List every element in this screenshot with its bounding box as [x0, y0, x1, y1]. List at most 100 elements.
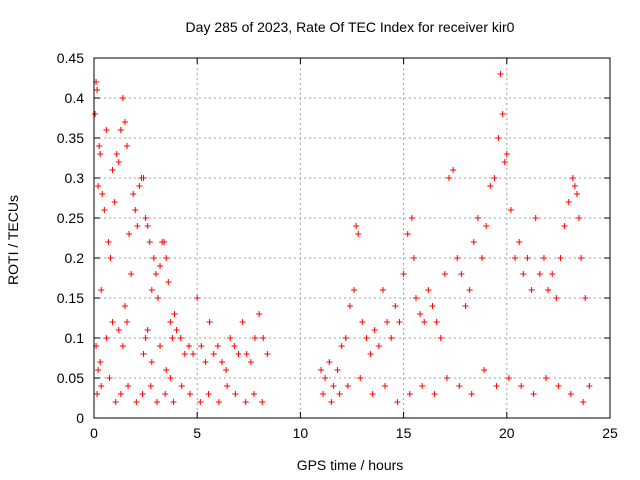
data-point: [119, 95, 126, 101]
data-point: [163, 255, 170, 261]
data-point: [178, 383, 185, 389]
data-point: [256, 311, 263, 317]
data-point: [140, 351, 147, 357]
x-axis-label: GPS time / hours: [297, 457, 404, 473]
data-point: [555, 383, 562, 389]
data-point: [121, 303, 128, 309]
y-axis-label: ROTI / TECUs: [5, 195, 21, 285]
data-point: [105, 239, 112, 245]
data-point: [128, 271, 135, 277]
data-point: [351, 287, 358, 293]
data-point: [392, 303, 399, 309]
data-point: [346, 303, 353, 309]
data-point: [540, 255, 547, 261]
data-point: [171, 311, 178, 317]
data-point: [121, 119, 128, 125]
y-tick-label: 0.3: [65, 170, 85, 186]
data-point: [251, 335, 258, 341]
data-point: [520, 271, 527, 277]
data-point: [112, 399, 119, 405]
data-point: [479, 255, 486, 261]
data-point: [518, 383, 525, 389]
data-point: [561, 223, 568, 229]
data-point: [117, 391, 124, 397]
data-point: [353, 223, 360, 229]
data-point: [458, 271, 465, 277]
data-point: [167, 319, 174, 325]
data-point: [394, 399, 401, 405]
data-point: [565, 199, 572, 205]
data-point: [98, 287, 105, 293]
data-point: [98, 383, 105, 389]
data-point: [363, 335, 370, 341]
data-point: [186, 391, 193, 397]
data-point: [379, 287, 386, 293]
plot-frame: [93, 57, 611, 419]
data-point: [101, 207, 108, 213]
data-point: [569, 175, 576, 181]
data-point: [336, 391, 343, 397]
data-point: [198, 343, 205, 349]
data-point: [162, 391, 169, 397]
data-point: [117, 127, 124, 133]
data-point: [103, 335, 110, 341]
data-point: [202, 359, 209, 365]
data-point: [232, 391, 239, 397]
data-point: [532, 215, 539, 221]
data-point: [181, 351, 188, 357]
data-point: [152, 271, 159, 277]
data-point: [578, 255, 585, 261]
data-point: [355, 231, 362, 237]
data-point: [396, 319, 403, 325]
data-point: [375, 343, 382, 349]
data-point: [454, 255, 461, 261]
data-point: [462, 303, 469, 309]
data-point: [133, 399, 140, 405]
data-point: [487, 183, 494, 189]
data-point: [144, 327, 151, 333]
data-point: [328, 399, 335, 405]
y-tick-label: 0.4: [65, 90, 85, 106]
data-point: [109, 319, 116, 325]
y-tick-label: 0.25: [57, 210, 84, 226]
data-point: [136, 183, 143, 189]
x-tick-label: 5: [193, 425, 201, 441]
data-point: [147, 383, 154, 389]
data-point: [576, 215, 583, 221]
data-point: [466, 287, 473, 293]
data-point: [334, 367, 341, 373]
data-point: [330, 383, 337, 389]
data-point: [456, 383, 463, 389]
tick-labels: 0 5 10 15 20 25 0 0.05 0.1 0.15 0.2 0.25 0.3 0.35 0.4 0…: [57, 50, 618, 441]
data-point: [95, 183, 102, 189]
data-point: [580, 399, 587, 405]
data-point: [441, 271, 448, 277]
axis-ticks: [93, 57, 611, 419]
data-point: [109, 167, 116, 173]
data-point: [557, 255, 564, 261]
data-point: [239, 319, 246, 325]
data-point: [95, 367, 102, 373]
data-point: [103, 127, 110, 133]
data-point: [157, 263, 164, 269]
data-point: [417, 311, 424, 317]
data-point: [322, 375, 329, 381]
data-point: [545, 287, 552, 293]
data-point: [450, 167, 457, 173]
data-point: [382, 383, 389, 389]
data-point: [342, 335, 349, 341]
data-point: [571, 183, 578, 189]
data-point: [264, 351, 271, 357]
data-point: [543, 375, 550, 381]
data-point: [173, 327, 180, 333]
data-point: [491, 175, 498, 181]
data-point: [99, 191, 106, 197]
data-point: [481, 367, 488, 373]
data-point: [206, 319, 213, 325]
data-point: [177, 335, 184, 341]
data-point: [497, 71, 504, 77]
data-point: [140, 175, 147, 181]
x-tick-label: 0: [90, 425, 98, 441]
data-point: [165, 279, 172, 285]
data-point: [154, 295, 161, 301]
